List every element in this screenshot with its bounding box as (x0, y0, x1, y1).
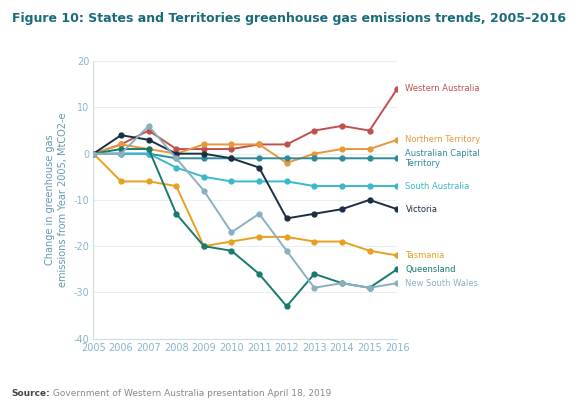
Text: Source:: Source: (12, 389, 50, 398)
Text: Figure 10: States and Territories greenhouse gas emissions trends, 2005–2016: Figure 10: States and Territories greenh… (12, 12, 566, 25)
Y-axis label: Change in greenhouse gas
emissions from Year 2005, MtCO2-e: Change in greenhouse gas emissions from … (44, 113, 68, 287)
Text: Western Australia: Western Australia (405, 84, 480, 93)
Text: Tasmania: Tasmania (405, 251, 444, 260)
Text: South Australia: South Australia (405, 182, 470, 191)
Text: Australian Capital
Territory: Australian Capital Territory (405, 149, 480, 168)
Text: Government of Western Australia presentation April 18, 2019: Government of Western Australia presenta… (50, 389, 331, 398)
Text: Queensland: Queensland (405, 265, 456, 274)
Text: Northern Territory: Northern Territory (405, 135, 481, 144)
Text: Victoria: Victoria (405, 205, 437, 214)
Text: New South Wales: New South Wales (405, 279, 478, 288)
